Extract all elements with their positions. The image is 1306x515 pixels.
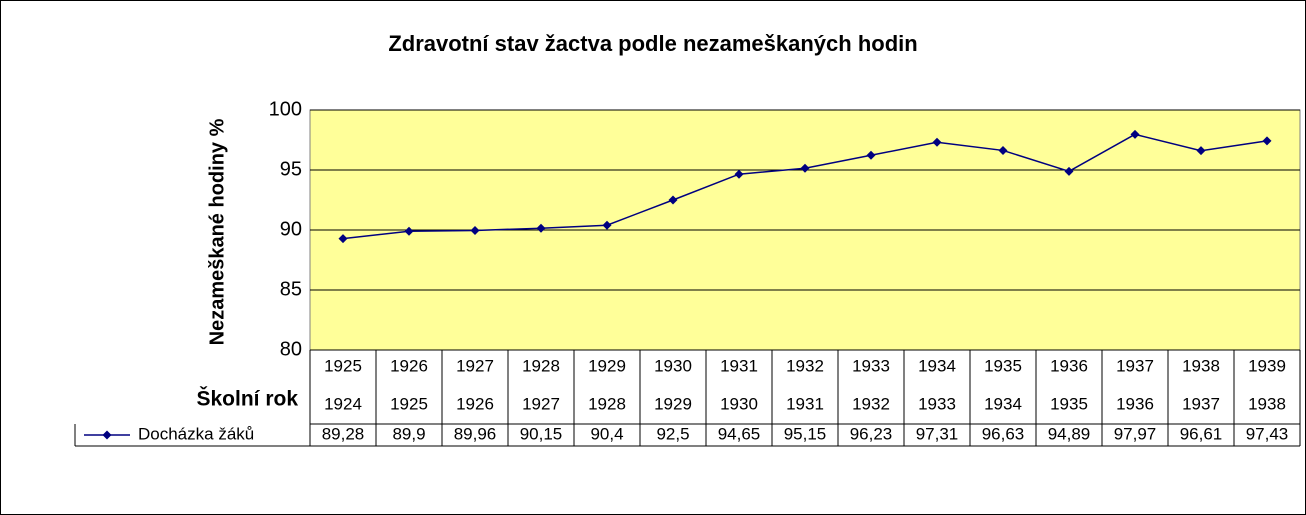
x-tick-label: 1937 <box>1116 356 1154 375</box>
marker <box>800 163 810 173</box>
x-tick-label: 1925 <box>324 356 362 375</box>
x-tick-label: 1930 <box>654 356 692 375</box>
x-tick-label: 1926 <box>390 356 428 375</box>
marker <box>1262 136 1272 146</box>
chart-title: Zdravotní stav žactva podle nezameškanýc… <box>388 31 917 56</box>
marker <box>866 150 876 160</box>
x-tick-label: 1934 <box>918 356 956 375</box>
x-tick-label: 1933 <box>852 356 890 375</box>
data-label: 97,31 <box>916 424 959 443</box>
x-tick-label: 1925 <box>390 394 428 413</box>
x-tick-label: 1939 <box>1248 356 1286 375</box>
x-tick-label: 1937 <box>1182 394 1220 413</box>
y-tick-label: 100 <box>269 98 302 120</box>
x-tick-label: 1929 <box>654 394 692 413</box>
data-label: 90,15 <box>520 424 563 443</box>
marker <box>734 169 744 179</box>
marker <box>536 223 546 233</box>
data-label: 90,4 <box>590 424 623 443</box>
x-tick-label: 1929 <box>588 356 626 375</box>
y-tick-label: 80 <box>280 338 302 360</box>
data-label: 89,96 <box>454 424 497 443</box>
marker <box>668 195 678 205</box>
marker <box>1196 146 1206 156</box>
marker <box>404 226 414 236</box>
x-tick-label: 1930 <box>720 394 758 413</box>
data-label: 89,9 <box>392 424 425 443</box>
x-tick-label: 1927 <box>456 356 494 375</box>
x-tick-label: 1932 <box>786 356 824 375</box>
x-tick-label: 1928 <box>522 356 560 375</box>
data-label: 97,43 <box>1246 424 1289 443</box>
x-tick-label: 1927 <box>522 394 560 413</box>
marker <box>932 137 942 147</box>
legend-label: Docházka žáků <box>138 424 254 443</box>
marker <box>1064 166 1074 176</box>
x-tick-label: 1936 <box>1050 356 1088 375</box>
x-tick-label: 1938 <box>1248 394 1286 413</box>
marker <box>602 220 612 230</box>
y-tick-label: 85 <box>280 278 302 300</box>
x-tick-label: 1933 <box>918 394 956 413</box>
legend-marker <box>102 430 112 440</box>
x-tick-label: 1931 <box>720 356 758 375</box>
data-label: 89,28 <box>322 424 365 443</box>
data-label: 94,89 <box>1048 424 1091 443</box>
x-tick-label: 1935 <box>1050 394 1088 413</box>
y-tick-label: 95 <box>280 158 302 180</box>
x-tick-label: 1924 <box>324 394 362 413</box>
data-label: 96,23 <box>850 424 893 443</box>
data-label: 96,61 <box>1180 424 1223 443</box>
y-axis-title: Nezameškané hodiny % <box>206 118 228 345</box>
marker <box>470 225 480 235</box>
data-label: 97,97 <box>1114 424 1157 443</box>
marker <box>1130 129 1140 139</box>
x-tick-label: 1934 <box>984 394 1022 413</box>
x-tick-label: 1931 <box>786 394 824 413</box>
y-tick-label: 90 <box>280 218 302 240</box>
data-label: 94,65 <box>718 424 761 443</box>
x-axis-title: Školní rok <box>196 387 298 411</box>
x-tick-label: 1938 <box>1182 356 1220 375</box>
x-tick-label: 1935 <box>984 356 1022 375</box>
data-label: 95,15 <box>784 424 827 443</box>
data-label: 96,63 <box>982 424 1025 443</box>
data-label: 92,5 <box>656 424 689 443</box>
x-tick-label: 1936 <box>1116 394 1154 413</box>
marker <box>338 234 348 244</box>
marker <box>998 145 1008 155</box>
x-tick-label: 1928 <box>588 394 626 413</box>
x-tick-label: 1932 <box>852 394 890 413</box>
x-tick-label: 1926 <box>456 394 494 413</box>
